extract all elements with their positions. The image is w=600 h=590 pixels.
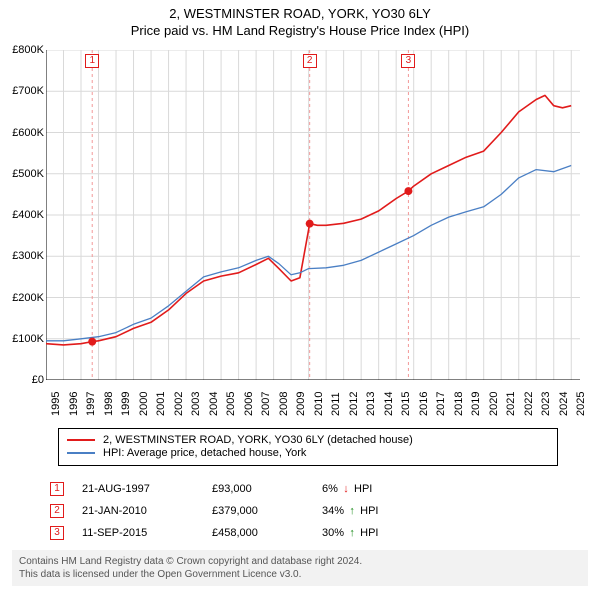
- y-tick-label: £600K: [0, 127, 44, 139]
- x-tick-label: 1997: [85, 392, 97, 416]
- sales-price: £379,000: [212, 505, 322, 517]
- x-tick-label: 2021: [505, 392, 517, 416]
- sale-marker-box: 1: [85, 54, 99, 68]
- sales-row: 2 21-JAN-2010£379,00034% ↑ HPI: [46, 500, 566, 522]
- sales-date: 21-JAN-2010: [82, 505, 212, 517]
- x-tick-label: 2003: [190, 392, 202, 416]
- chart-container: 2, WESTMINSTER ROAD, YORK, YO30 6LY Pric…: [0, 0, 600, 590]
- legend-swatch: [67, 452, 95, 454]
- x-tick-label: 1996: [68, 392, 80, 416]
- x-tick-label: 2002: [173, 392, 185, 416]
- y-tick-label: £300K: [0, 250, 44, 262]
- sales-diff: 30% ↑ HPI: [322, 527, 432, 539]
- y-tick-label: £200K: [0, 292, 44, 304]
- x-tick-label: 2009: [295, 392, 307, 416]
- sales-diff: 34% ↑ HPI: [322, 505, 432, 517]
- y-tick-label: £400K: [0, 209, 44, 221]
- y-tick-label: £700K: [0, 85, 44, 97]
- sale-marker-box: 3: [401, 54, 415, 68]
- sales-diff: 6% ↓ HPI: [322, 483, 432, 495]
- x-tick-label: 2018: [453, 392, 465, 416]
- sales-row: 3 11-SEP-2015£458,00030% ↑ HPI: [46, 522, 566, 544]
- x-tick-label: 2011: [330, 392, 342, 416]
- attribution-footer: Contains HM Land Registry data © Crown c…: [12, 550, 588, 586]
- chart-area: [46, 50, 580, 380]
- y-tick-label: £0: [0, 374, 44, 386]
- x-tick-label: 2013: [365, 392, 377, 416]
- footer-line2: This data is licensed under the Open Gov…: [19, 568, 581, 581]
- sales-table: 1 21-AUG-1997£93,0006% ↓ HPI 2 21-JAN-2010£…: [46, 478, 566, 544]
- x-tick-label: 2016: [418, 392, 430, 416]
- x-tick-label: 1998: [103, 392, 115, 416]
- sales-price: £458,000: [212, 527, 322, 539]
- sales-date: 11-SEP-2015: [82, 527, 212, 539]
- legend-label: HPI: Average price, detached house, York: [103, 447, 306, 459]
- subtitle: Price paid vs. HM Land Registry's House …: [0, 23, 600, 38]
- x-tick-label: 2012: [348, 392, 360, 416]
- y-tick-label: £100K: [0, 333, 44, 345]
- x-tick-label: 1995: [50, 392, 62, 416]
- sales-marker-box: 2: [50, 504, 64, 518]
- address-title: 2, WESTMINSTER ROAD, YORK, YO30 6LY: [0, 6, 600, 21]
- x-tick-label: 2006: [243, 392, 255, 416]
- x-tick-label: 2025: [575, 392, 587, 416]
- x-tick-label: 2004: [208, 392, 220, 416]
- sales-price: £93,000: [212, 483, 322, 495]
- legend-item: 2, WESTMINSTER ROAD, YORK, YO30 6LY (det…: [67, 434, 549, 446]
- x-tick-label: 2010: [313, 392, 325, 416]
- sales-date: 21-AUG-1997: [82, 483, 212, 495]
- legend: 2, WESTMINSTER ROAD, YORK, YO30 6LY (det…: [58, 428, 558, 466]
- x-tick-label: 2000: [138, 392, 150, 416]
- x-tick-label: 2023: [540, 392, 552, 416]
- legend-swatch: [67, 439, 95, 441]
- x-tick-label: 2024: [558, 392, 570, 416]
- y-tick-label: £500K: [0, 168, 44, 180]
- footer-line1: Contains HM Land Registry data © Crown c…: [19, 555, 581, 568]
- x-tick-label: 2019: [470, 392, 482, 416]
- x-tick-label: 2014: [383, 392, 395, 416]
- x-tick-label: 2008: [278, 392, 290, 416]
- x-tick-label: 2007: [260, 392, 272, 416]
- x-tick-label: 2015: [400, 392, 412, 416]
- sales-row: 1 21-AUG-1997£93,0006% ↓ HPI: [46, 478, 566, 500]
- y-tick-label: £800K: [0, 44, 44, 56]
- x-tick-label: 2005: [225, 392, 237, 416]
- x-tick-label: 2001: [155, 392, 167, 416]
- legend-label: 2, WESTMINSTER ROAD, YORK, YO30 6LY (det…: [103, 434, 413, 446]
- sale-marker-box: 2: [303, 54, 317, 68]
- line-chart: [46, 50, 580, 380]
- titles: 2, WESTMINSTER ROAD, YORK, YO30 6LY Pric…: [0, 0, 600, 38]
- x-tick-label: 2017: [435, 392, 447, 416]
- legend-item: HPI: Average price, detached house, York: [67, 447, 549, 459]
- x-tick-label: 2022: [523, 392, 535, 416]
- x-tick-label: 2020: [488, 392, 500, 416]
- sales-marker-box: 1: [50, 482, 64, 496]
- x-tick-label: 1999: [120, 392, 132, 416]
- sales-marker-box: 3: [50, 526, 64, 540]
